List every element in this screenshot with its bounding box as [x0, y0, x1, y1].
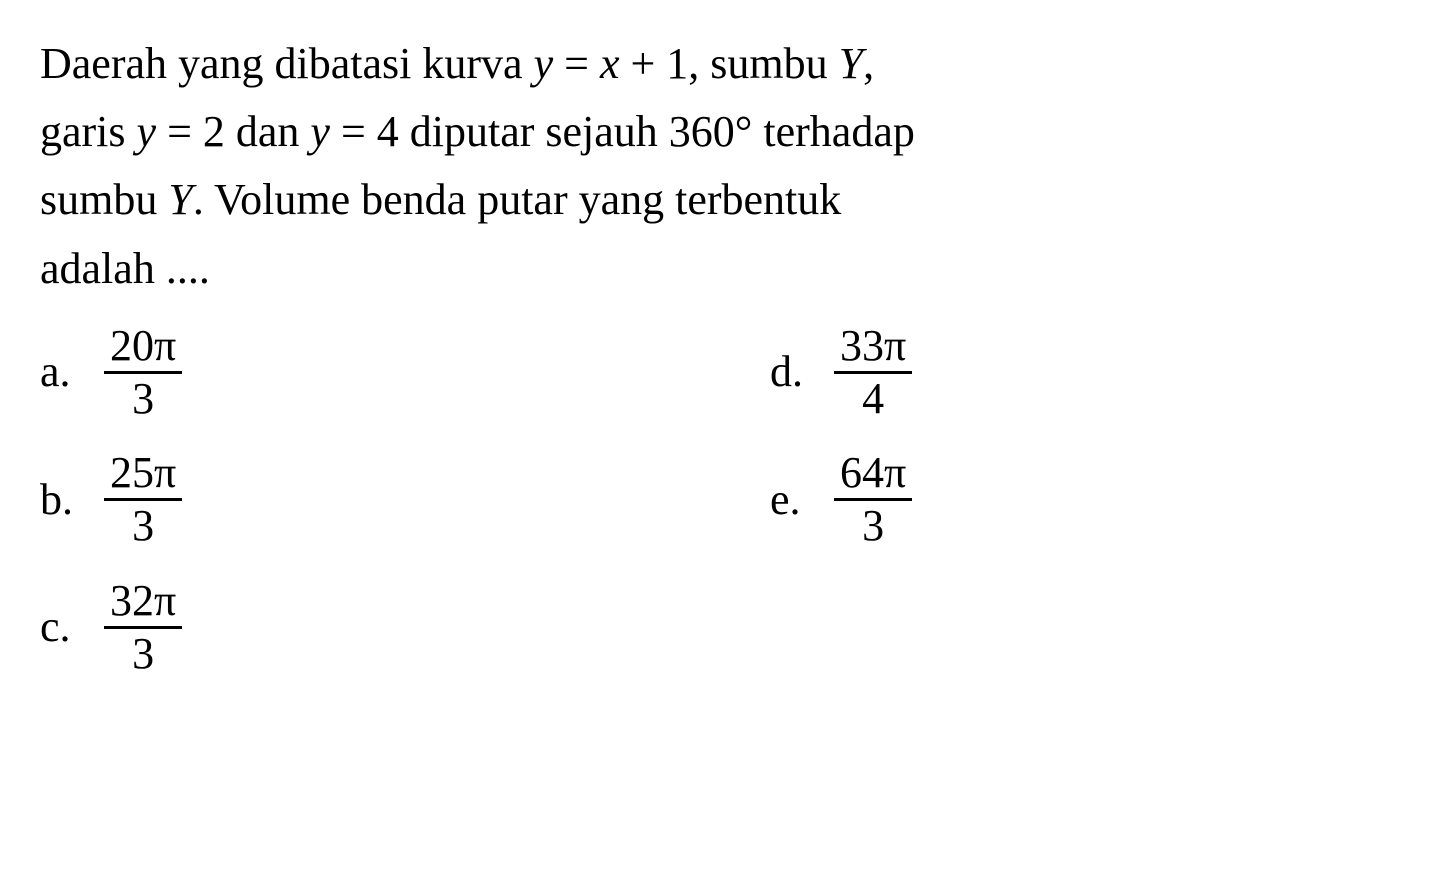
var-y: y [310, 107, 330, 156]
option-c: c. 32π 3 [40, 578, 390, 677]
numerator: 33π [834, 323, 912, 369]
text-fragment: , [863, 39, 874, 88]
var-x: x [600, 39, 620, 88]
text-fragment: . Volume benda putar yang terbentuk [193, 175, 841, 224]
fraction: 20π 3 [104, 323, 182, 422]
options-grid: a. 20π 3 d. 33π 4 b. 25π 3 e. [40, 323, 1120, 677]
option-label: b. [40, 466, 90, 534]
fraction: 64π 3 [834, 450, 912, 549]
var-y: y [137, 107, 157, 156]
text-fragment: = [553, 39, 600, 88]
var-y: y [534, 39, 554, 88]
denominator: 3 [126, 631, 160, 677]
option-d: d. 33π 4 [770, 323, 1120, 422]
denominator: 3 [126, 503, 160, 549]
axis-y: Y [168, 175, 192, 224]
text-fragment: Daerah yang dibatasi kurva [40, 39, 534, 88]
numerator: 64π [834, 450, 912, 496]
option-label: a. [40, 338, 90, 406]
option-label: c. [40, 593, 90, 661]
text-fragment: = 2 dan [156, 107, 310, 156]
numerator: 20π [104, 323, 182, 369]
fraction: 32π 3 [104, 578, 182, 677]
text-fragment: + 1, sumbu [619, 39, 838, 88]
text-fragment: adalah .... [40, 244, 210, 293]
option-label: e. [770, 466, 820, 534]
option-b: b. 25π 3 [40, 450, 390, 549]
denominator: 4 [856, 376, 890, 422]
numerator: 32π [104, 578, 182, 624]
fraction: 33π 4 [834, 323, 912, 422]
axis-y: Y [839, 39, 863, 88]
text-fragment: = 4 diputar sejauh 360° terhadap [330, 107, 915, 156]
option-e: e. 64π 3 [770, 450, 1120, 549]
text-fragment: sumbu [40, 175, 168, 224]
question-text: Daerah yang dibatasi kurva y = x + 1, su… [40, 30, 1401, 303]
fraction: 25π 3 [104, 450, 182, 549]
option-a: a. 20π 3 [40, 323, 390, 422]
numerator: 25π [104, 450, 182, 496]
denominator: 3 [856, 503, 890, 549]
question-block: Daerah yang dibatasi kurva y = x + 1, su… [40, 30, 1401, 677]
option-label: d. [770, 338, 820, 406]
text-fragment: garis [40, 107, 137, 156]
denominator: 3 [126, 376, 160, 422]
